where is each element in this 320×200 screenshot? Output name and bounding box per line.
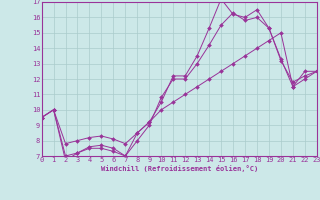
- X-axis label: Windchill (Refroidissement éolien,°C): Windchill (Refroidissement éolien,°C): [100, 165, 258, 172]
